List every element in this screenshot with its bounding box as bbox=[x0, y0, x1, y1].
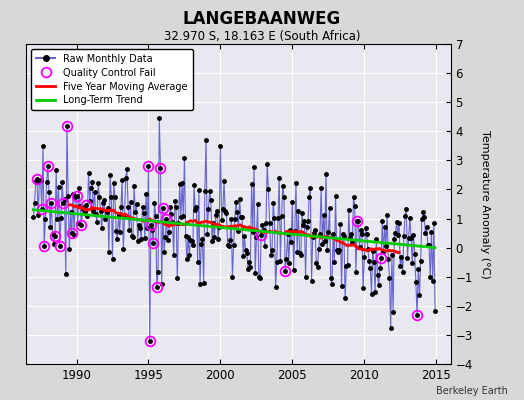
Legend: Raw Monthly Data, Quality Control Fail, Five Year Moving Average, Long-Term Tren: Raw Monthly Data, Quality Control Fail, … bbox=[31, 49, 192, 110]
Text: Berkeley Earth: Berkeley Earth bbox=[436, 386, 508, 396]
Text: 32.970 S, 18.163 E (South Africa): 32.970 S, 18.163 E (South Africa) bbox=[163, 30, 361, 43]
Y-axis label: Temperature Anomaly (°C): Temperature Anomaly (°C) bbox=[479, 130, 489, 278]
Text: LANGEBAANWEG: LANGEBAANWEG bbox=[183, 10, 341, 28]
